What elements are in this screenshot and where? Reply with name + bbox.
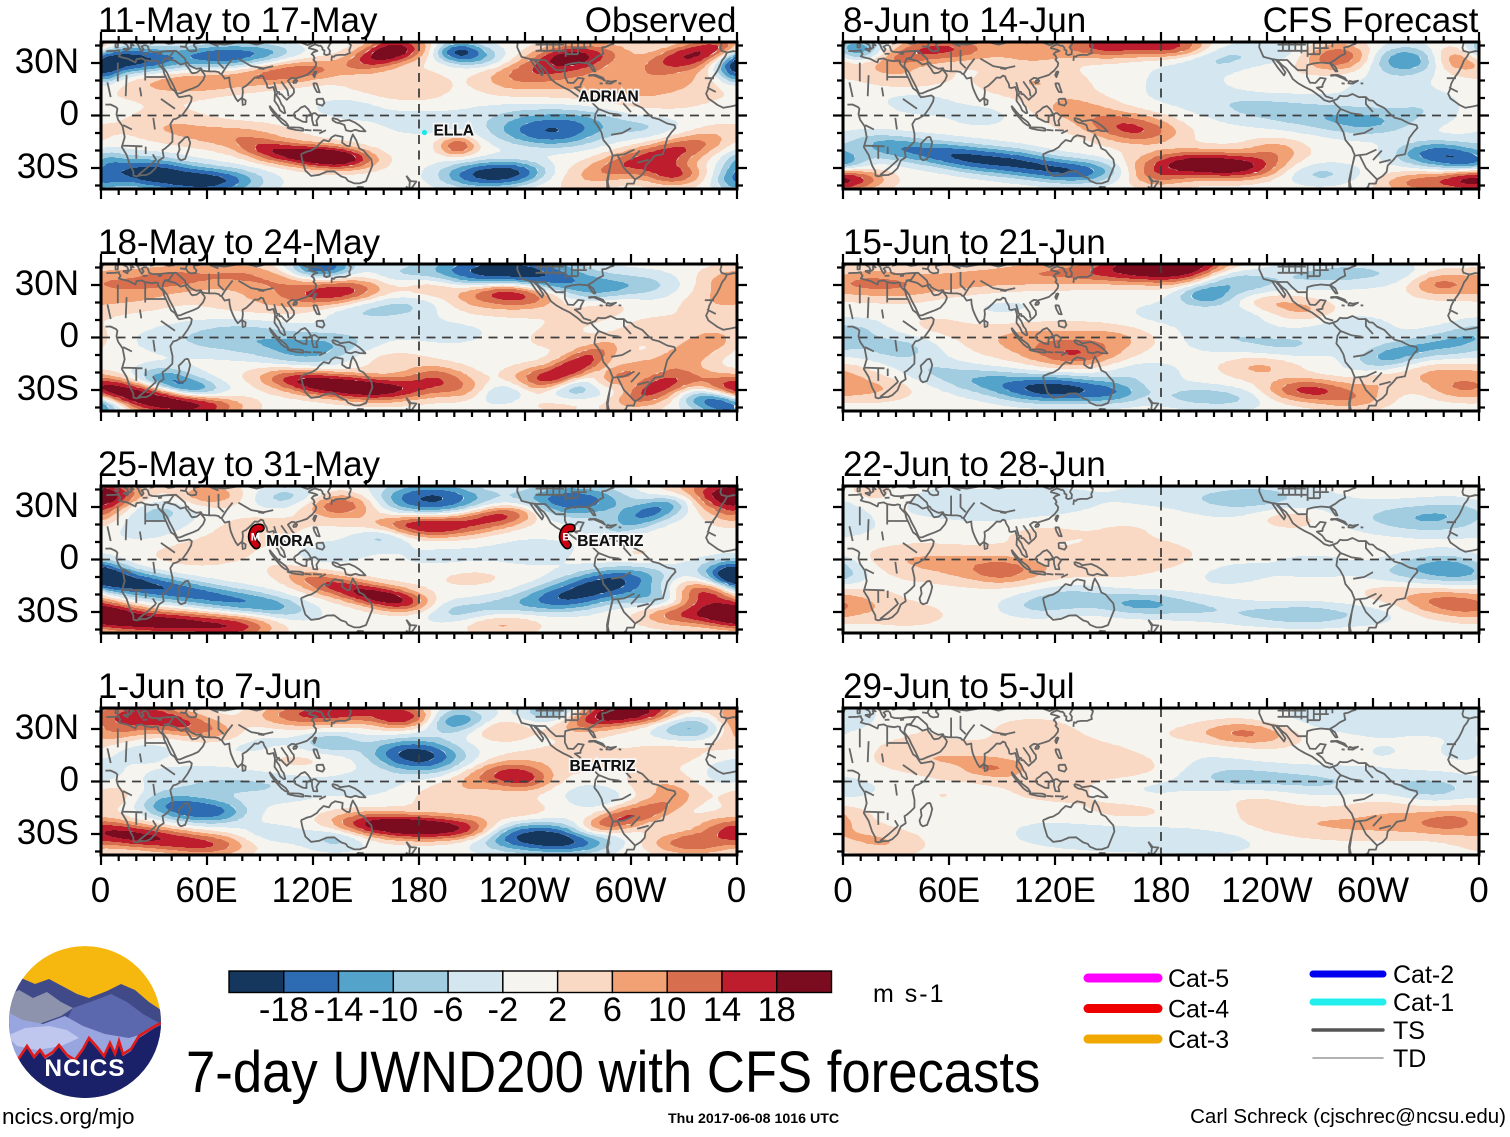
svg-text:BEATRIZ: BEATRIZ [569,757,636,774]
svg-text:BEATRIZ: BEATRIZ [577,533,644,550]
svg-text:Cat-4: Cat-4 [1168,996,1229,1024]
svg-text:ELLA: ELLA [433,122,473,139]
svg-text:B: B [562,531,570,543]
svg-text:M: M [250,531,259,543]
svg-text:ELLA: ELLA [433,122,473,139]
svg-text:ADRIAN: ADRIAN [578,88,638,105]
svg-text:NCICS: NCICS [44,1055,125,1082]
svg-text:Cat-5: Cat-5 [1168,965,1229,993]
svg-text:MORA: MORA [266,533,313,550]
svg-text:ADRIAN: ADRIAN [578,88,638,105]
svg-text:TD: TD [1393,1045,1426,1073]
svg-text:MORA: MORA [266,533,313,550]
svg-text:BEATRIZ: BEATRIZ [569,757,636,774]
svg-text:Cat-2: Cat-2 [1393,961,1454,989]
svg-text:Cat-3: Cat-3 [1168,1026,1229,1054]
svg-text:Cat-1: Cat-1 [1393,989,1454,1017]
svg-text:TS: TS [1393,1017,1425,1045]
svg-text:BEATRIZ: BEATRIZ [577,533,644,550]
